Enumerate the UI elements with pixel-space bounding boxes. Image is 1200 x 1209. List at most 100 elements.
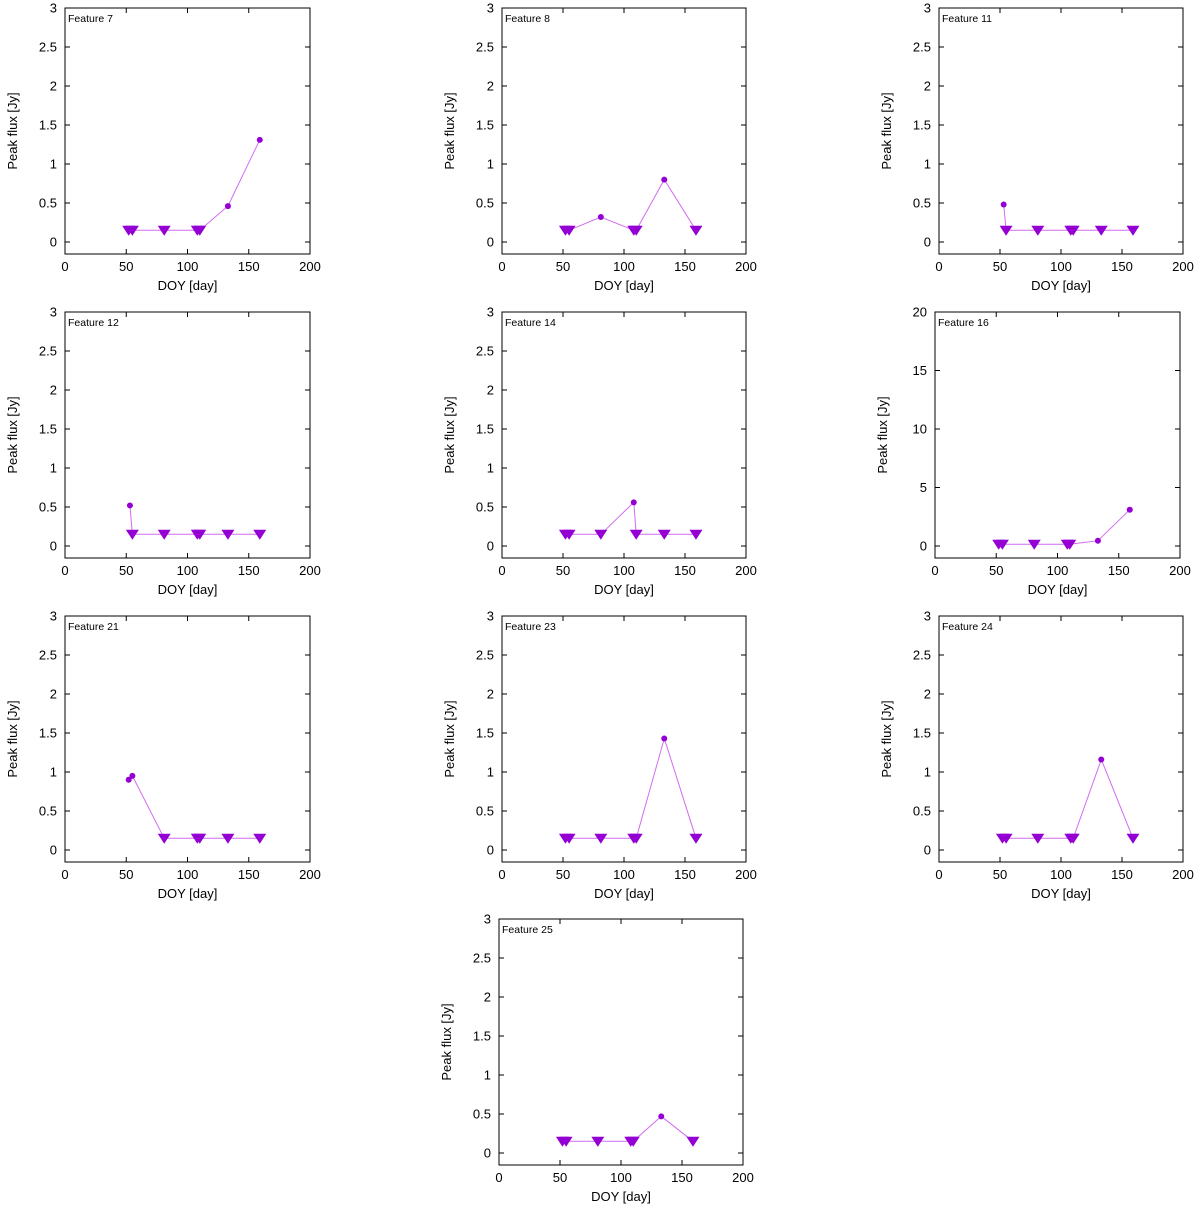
upper-limit-marker [629, 833, 643, 844]
upper-limit-marker [1126, 833, 1140, 844]
y-tick-label: 2 [924, 79, 931, 94]
x-tick-label: 150 [238, 259, 260, 274]
y-tick-label: 0 [484, 1146, 491, 1161]
y-axis-title: Peak flux [Jy] [5, 396, 20, 473]
upper-limit-marker [157, 529, 171, 540]
y-tick-label: 3 [50, 609, 57, 624]
y-tick-label: 0 [487, 235, 494, 250]
y-tick-label: 15 [913, 363, 927, 378]
plot-frame [501, 311, 747, 559]
x-tick-label: 200 [1172, 259, 1194, 274]
chart-panel-2: 0 50 100 150 200 0 0.5 1 1.5 2 2.5 3 DOY [day] Peak f… [442, 1, 757, 294]
y-tick-label: 1 [487, 461, 494, 476]
y-tick-label: 2 [50, 383, 57, 398]
y-tick-label: 0.5 [39, 804, 57, 819]
chart-panel-8: 0 50 100 150 200 0 0.5 1 1.5 2 2.5 3 DOY [day] Peak f… [442, 609, 757, 902]
x-axis-title: DOY [day] [594, 278, 654, 293]
x-tick-label: 50 [119, 563, 133, 578]
upper-limit-marker [1031, 833, 1045, 844]
upper-limit-marker [689, 833, 703, 844]
series-line [565, 736, 697, 839]
plot-frame [501, 615, 747, 863]
x-tick-label: 200 [299, 563, 321, 578]
y-tick-label: 2 [487, 79, 494, 94]
upper-limit-marker [999, 225, 1013, 236]
upper-limit-marker [193, 225, 207, 236]
x-tick-label: 50 [556, 867, 570, 882]
y-tick-label: 1.5 [476, 118, 494, 133]
upper-limit-marker [1066, 225, 1080, 236]
upper-limit-marker [559, 1136, 573, 1147]
y-tick-label: 2 [484, 990, 491, 1005]
detection-marker [125, 776, 132, 783]
y-tick-label: 0.5 [913, 804, 931, 819]
chart-panel-9: 0 50 100 150 200 0 0.5 1 1.5 2 2.5 3 DOY [day] Peak f… [879, 609, 1194, 902]
detection-marker [256, 136, 263, 143]
y-tick-label: 2 [50, 79, 57, 94]
y-tick-label: 1.5 [473, 1029, 491, 1044]
y-axis-title: Peak flux [Jy] [439, 1003, 454, 1080]
y-axis-title: Peak flux [Jy] [5, 700, 20, 777]
chart-panel-5: 0 50 100 150 200 0 0.5 1 1.5 2 2.5 3 DOY [day] Peak f… [442, 305, 757, 598]
x-tick-label: 150 [238, 563, 260, 578]
x-tick-label: 100 [613, 563, 635, 578]
y-tick-label: 0 [50, 539, 57, 554]
detection-marker [658, 1113, 665, 1120]
y-tick-label: 2 [487, 383, 494, 398]
x-tick-label: 0 [935, 259, 942, 274]
plot-frame [934, 311, 1181, 559]
plot-frame [64, 7, 311, 255]
y-tick-label: 0.5 [39, 500, 57, 515]
y-tick-label: 1 [50, 157, 57, 172]
upper-limit-marker [686, 1136, 700, 1147]
x-tick-label: 200 [732, 1170, 754, 1185]
x-tick-label: 50 [556, 259, 570, 274]
detection-marker [1098, 756, 1105, 763]
y-tick-label: 0.5 [476, 804, 494, 819]
y-tick-label: 2 [50, 687, 57, 702]
x-tick-label: 0 [61, 259, 68, 274]
upper-limit-marker [562, 225, 576, 236]
y-tick-label: 0 [924, 843, 931, 858]
upper-limit-marker [999, 833, 1013, 844]
y-tick-label: 3 [487, 1, 494, 16]
x-tick-label: 150 [674, 867, 696, 882]
y-tick-label: 1 [50, 765, 57, 780]
y-tick-label: 0 [487, 539, 494, 554]
y-tick-label: 0.5 [39, 196, 57, 211]
plot-frame [64, 311, 311, 559]
y-tick-label: 2 [487, 687, 494, 702]
x-axis-title: DOY [day] [158, 886, 218, 901]
x-tick-label: 150 [674, 259, 696, 274]
upper-limit-marker [594, 833, 608, 844]
y-tick-label: 2.5 [39, 344, 57, 359]
x-tick-label: 50 [553, 1170, 567, 1185]
y-tick-label: 1 [50, 461, 57, 476]
upper-limit-marker [689, 529, 703, 540]
y-tick-label: 2.5 [476, 648, 494, 663]
y-tick-label: 5 [920, 480, 927, 495]
x-tick-label: 200 [1172, 867, 1194, 882]
x-tick-label: 150 [1111, 867, 1133, 882]
y-tick-label: 1 [484, 1068, 491, 1083]
y-tick-label: 1.5 [476, 726, 494, 741]
detection-marker [630, 499, 637, 506]
detection-marker [661, 735, 668, 742]
x-axis-title: DOY [day] [1031, 278, 1091, 293]
y-tick-label: 3 [50, 1, 57, 16]
x-tick-label: 100 [613, 867, 635, 882]
detection-marker [126, 502, 133, 509]
x-tick-label: 0 [935, 867, 942, 882]
x-tick-label: 0 [498, 867, 505, 882]
x-tick-label: 50 [119, 259, 133, 274]
plot-frame [498, 918, 744, 1166]
x-tick-label: 150 [671, 1170, 693, 1185]
plot-frame [938, 615, 1184, 863]
series-line [998, 509, 1131, 545]
upper-limit-marker [221, 833, 235, 844]
chart-panel-4: 0 50 100 150 200 0 0.5 1 1.5 2 2.5 3 DOY [day] Peak f… [5, 305, 321, 598]
panel-title: Feature 12 [68, 317, 119, 329]
upper-limit-marker [629, 225, 643, 236]
panel-title: Feature 23 [505, 621, 556, 633]
detection-marker [1000, 201, 1007, 208]
